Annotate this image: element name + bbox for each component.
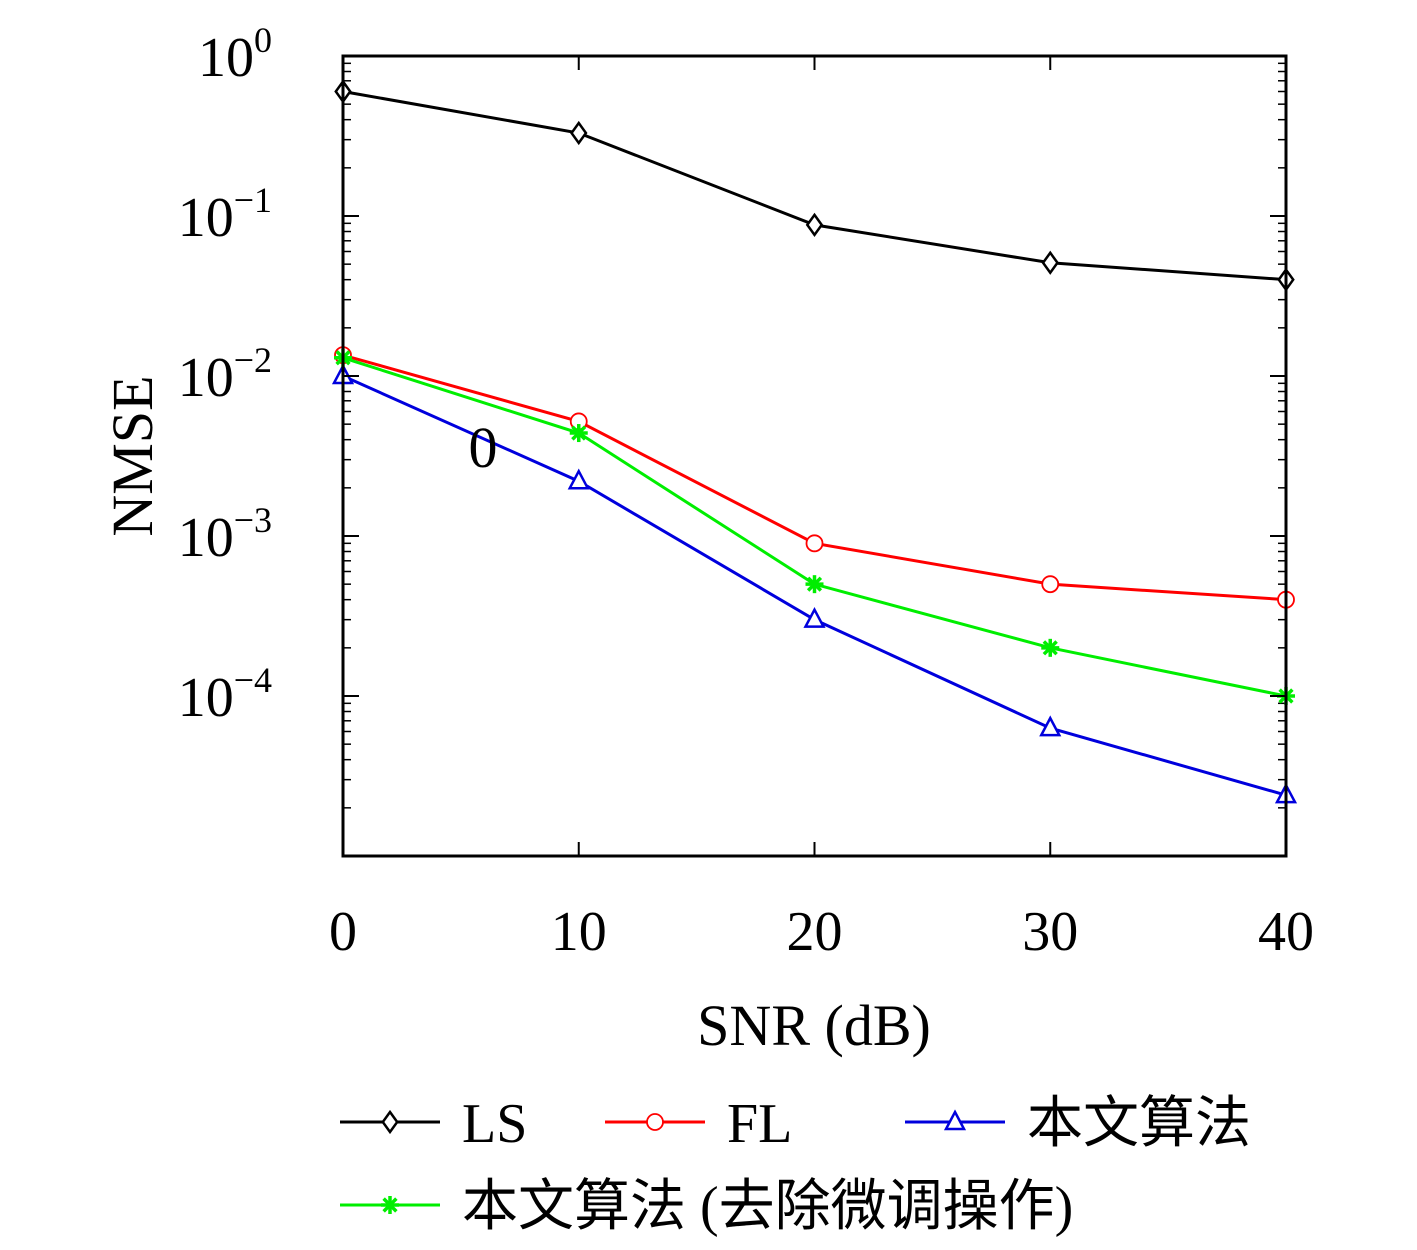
triangle-marker (943, 1109, 967, 1131)
triangle-marker (803, 606, 826, 628)
diamond-marker (805, 212, 824, 238)
y-tick-label: 10−2 (178, 340, 272, 409)
x-tick-label: 30 (1022, 901, 1078, 963)
x-tick-label: 0 (329, 901, 357, 963)
y-tick-base: 10 (198, 27, 254, 89)
circle-marker (1041, 575, 1060, 594)
diamond-marker (570, 120, 588, 146)
x-tick-label: 40 (1258, 901, 1314, 963)
triangle-marker (567, 468, 590, 490)
legend-item: FL (605, 1093, 792, 1155)
y-tick-label: 10−1 (178, 180, 272, 249)
legend-label: 本文算法 (1027, 1093, 1251, 1155)
x-axis-label: SNR (dB) (697, 993, 931, 1058)
y-tick-label: 10−3 (178, 500, 272, 569)
series-star (334, 348, 1295, 705)
y-axis-label: NMSE (100, 375, 165, 536)
y-tick-exponent: −1 (234, 180, 272, 220)
diamond-marker (381, 1109, 399, 1135)
x-tick-label: 20 (787, 901, 843, 963)
triangle-marker (1039, 715, 1062, 737)
star-stroke (1042, 640, 1058, 656)
star-stroke (806, 576, 823, 592)
y-tick-label: 100 (198, 20, 272, 89)
circle-marker (646, 1113, 664, 1131)
star-marker (569, 424, 588, 443)
legend-item: 本文算法 (905, 1093, 1251, 1155)
y-tick-base: 10 (178, 187, 234, 249)
legend-label: 本文算法 (去除微调操作) (462, 1176, 1073, 1238)
y-tick-exponent: −4 (234, 660, 272, 700)
y-tick-base: 10 (178, 347, 234, 409)
legend-item: LS (340, 1093, 527, 1155)
y-tick-exponent: 0 (254, 20, 272, 60)
legend-label: LS (462, 1093, 527, 1155)
legend-item: 本文算法 (去除微调操作) (340, 1176, 1073, 1238)
diamond-marker (1041, 250, 1059, 275)
series-line (342, 356, 1287, 698)
star-marker (805, 575, 824, 594)
legend-label: FL (727, 1093, 792, 1155)
axis-ticks (342, 55, 1287, 856)
series-line (342, 90, 1287, 282)
y-tick-base: 10 (178, 667, 234, 729)
x-tick-labels: 0 10 20 30 40 (329, 901, 1314, 963)
y-tick-base: 10 (178, 507, 234, 569)
annotation-zero: 0 (469, 415, 498, 480)
y-tick-label: 10−4 (178, 660, 272, 729)
star-marker (381, 1196, 399, 1214)
y-tick-exponent: −3 (234, 500, 272, 540)
star-marker (1041, 638, 1060, 657)
series-diamond (334, 79, 1295, 292)
star-stroke (382, 1197, 398, 1213)
circle-marker (805, 534, 824, 553)
star-stroke (571, 425, 587, 441)
x-tick-label: 10 (551, 901, 607, 963)
y-tick-exponent: −2 (234, 340, 272, 380)
